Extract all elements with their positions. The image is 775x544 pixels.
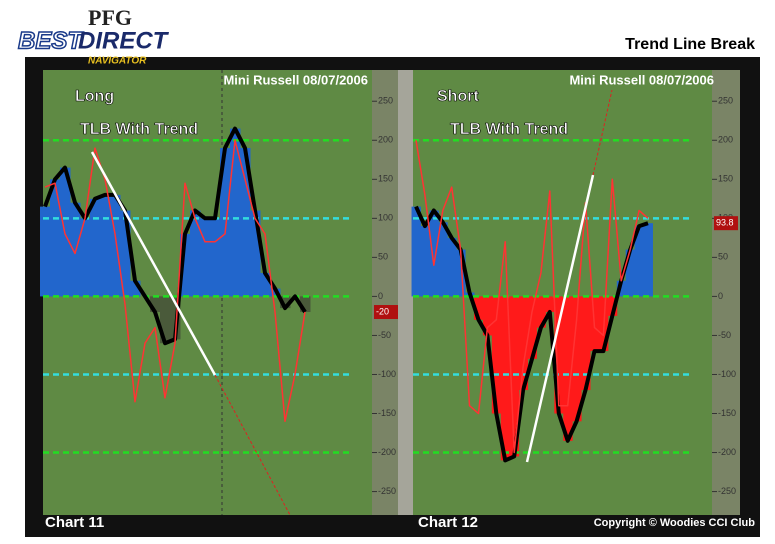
histogram-bar [110,194,121,297]
histogram-bar [456,249,466,297]
histogram-bar [581,296,591,391]
histogram-bar [634,226,645,297]
y-tick-label: -50 [378,330,391,340]
y-tick-label: 200 [718,135,733,145]
annotation: Long [75,88,114,105]
histogram-bar [429,210,439,297]
histogram-bar [50,179,61,297]
histogram-bar [40,206,51,297]
y-tick-label: -150 [718,408,736,418]
current-value-label: -20 [376,306,389,316]
y-tick-label: 150 [718,174,733,184]
y-tick-label: -100 [718,369,736,379]
histogram-bar [220,148,231,297]
histogram-bar [447,237,457,297]
current-value-box [374,305,398,320]
histogram-bar [150,296,161,313]
copyright: Copyright © Woodies CCI Club [594,517,756,529]
logo-text: DIRECT [78,27,170,54]
y-tick-label: 100 [378,213,393,223]
logo-text: PFG [88,5,132,30]
y-tick-label: 50 [378,252,388,262]
chart-label: Chart 12 [418,514,478,531]
histogram-bar [625,249,636,297]
y-tick-label: -200 [718,447,736,457]
trend-line [90,151,217,376]
histogram-bar [474,296,484,320]
y-tick-label: 0 [378,291,383,301]
histogram-bar [80,218,91,297]
histogram-bar [230,128,241,297]
histogram-bar [190,210,201,297]
y-tick-label: 150 [378,174,393,184]
histogram-bar [300,296,311,313]
annotation: TLB With Trend [80,121,198,138]
y-tick-label: -250 [378,486,396,496]
logo-text: NAVIGATOR [88,56,147,67]
histogram-bar [527,296,537,359]
histogram-bar [438,222,448,297]
y-tick-label: 250 [378,96,393,106]
histogram-bar [482,296,493,336]
histogram-bar [200,218,211,297]
histogram-bar [572,296,582,422]
y-tick-label: -200 [378,447,396,457]
histogram-bar [563,296,573,441]
chart-label: Chart 11 [45,514,104,531]
histogram-bar [130,280,141,297]
axis-bg [712,70,740,515]
histogram-bar [250,210,261,297]
turbo-cci-line [44,139,306,423]
y-tick-label: 0 [718,291,723,301]
histogram-bar [420,226,430,297]
axis-bg [372,70,398,515]
chart-title: Mini Russell 08/07/2006 [569,72,714,87]
cci-line [414,205,649,463]
histogram-bar [643,223,653,297]
y-tick-label: -50 [718,330,731,340]
y-tick-label: -100 [378,369,396,379]
annotation: TLB With Trend [450,121,568,138]
histogram-bar [210,218,221,297]
histogram-bar [90,198,101,297]
chart-title: Mini Russell 08/07/2006 [223,72,368,87]
histogram-bar [554,296,564,414]
trend-line [525,174,595,463]
current-value-box [714,216,738,231]
histogram-bar [100,194,111,297]
histogram-bar [280,296,291,309]
histogram-bar [240,148,251,297]
histogram-bar [607,296,618,316]
histogram-bar [500,296,511,461]
histogram-bar [616,280,627,297]
annotation: Short [437,88,479,105]
histogram-bar [411,206,421,297]
histogram-bar [180,233,191,297]
y-tick-label: 50 [718,252,728,262]
histogram-bar [260,272,271,297]
histogram-bar [536,296,546,328]
histogram-bar [545,296,555,313]
histogram-bar [518,296,529,391]
divider [398,70,413,515]
current-value-label: 93.8 [716,218,734,228]
histogram-bar [491,296,502,414]
histogram-bar [120,210,131,297]
trend-extension [214,374,291,516]
page-title: Trend Line Break [625,36,755,53]
y-tick-label: 250 [718,96,733,106]
y-tick-label: -250 [718,486,736,496]
trend-extension [592,89,613,176]
histogram-bar [70,202,81,297]
turbo-cci-line [415,140,649,454]
histogram-bar [509,296,520,457]
logo-text: BEST [18,27,84,54]
y-tick-label: 200 [378,135,393,145]
histogram-bar [160,296,171,344]
y-tick-label: -150 [378,408,396,418]
